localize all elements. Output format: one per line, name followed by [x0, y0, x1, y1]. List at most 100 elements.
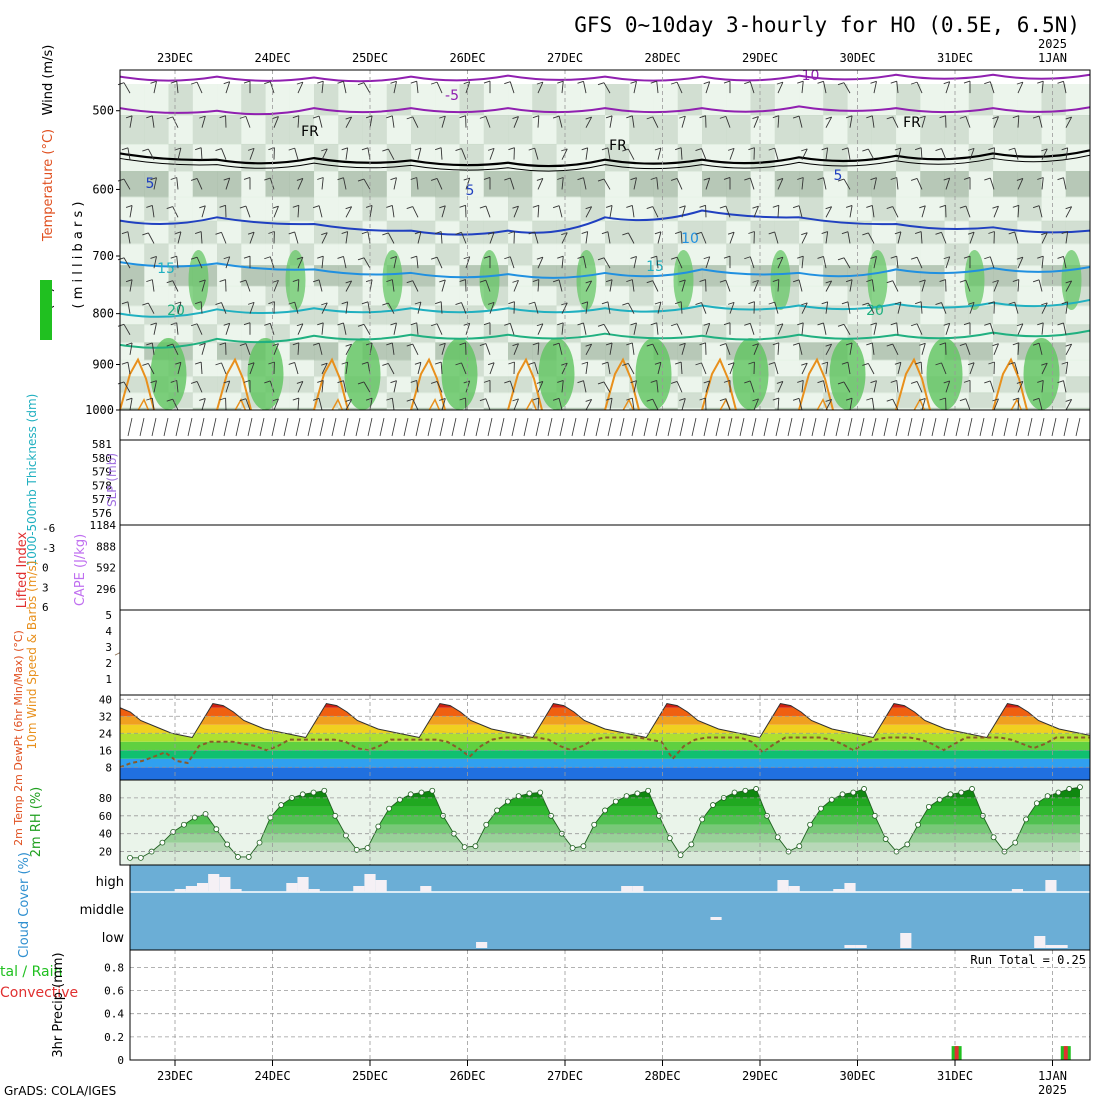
wind-barb — [249, 232, 255, 244]
wind-barb — [705, 177, 711, 190]
wind-barb-flag — [801, 302, 808, 306]
wind-barb — [892, 116, 899, 128]
wind-barb-flag — [821, 147, 828, 151]
wind-barb — [485, 398, 491, 411]
wind-barb-flag — [561, 362, 568, 366]
wind-barb — [897, 362, 902, 375]
wind-barb-flag — [919, 342, 926, 346]
wind-barb-flag — [650, 80, 657, 84]
rh-shade-cell — [871, 196, 897, 222]
rh-shade-cell — [580, 196, 606, 222]
surface-wind-barb — [355, 417, 361, 437]
wind-barb — [172, 399, 179, 411]
surface-wind-barb — [739, 417, 745, 437]
rh-shade-cell — [241, 171, 266, 198]
rh-shade-cell — [944, 171, 969, 198]
rh-shade-cell — [1065, 392, 1091, 409]
rh-shade-cell — [896, 265, 921, 287]
rh-shade-cell — [702, 392, 727, 409]
wind-barb — [387, 302, 395, 314]
rh-shade-cell — [338, 285, 363, 307]
cloud-bar-high — [375, 880, 387, 892]
boundary-layer-isotherm — [701, 357, 737, 411]
wind-barb-flag — [675, 147, 682, 151]
wind-barb — [676, 381, 683, 393]
lifted-index-label: Lifted Index — [15, 531, 30, 608]
precip-bg — [130, 950, 1090, 1060]
wind-barb-flag — [1057, 177, 1064, 181]
rh-shade-cell — [968, 115, 994, 145]
wind-barb-flag — [321, 148, 328, 152]
rh-shade-cell — [217, 115, 242, 145]
wind-barb — [941, 148, 947, 160]
wind-barb — [873, 81, 877, 94]
wind-barb-flag — [219, 342, 226, 346]
wind-barb — [896, 256, 899, 269]
wind-barb-flag — [508, 147, 515, 151]
wind-barb — [631, 279, 635, 292]
wind-barb — [801, 363, 808, 375]
wind-barb-flag — [992, 343, 999, 347]
wind-barb — [513, 280, 519, 292]
cape-tick-label: 888 — [96, 540, 116, 553]
wind-barb — [609, 398, 613, 411]
rh-shade-cell — [580, 115, 606, 145]
wind-barb — [1038, 398, 1043, 411]
rh-marker — [569, 845, 576, 851]
rh-shade-cell — [532, 305, 557, 326]
wind-barb-flag — [646, 116, 653, 120]
wind-barb — [558, 205, 563, 218]
surface-wind-barb — [847, 417, 853, 437]
wind-barb-flag — [935, 302, 942, 305]
rh-shade-cell — [1041, 243, 1066, 267]
rh-marker — [677, 852, 684, 859]
rh-shade-cell — [896, 376, 921, 394]
rh-shade-cell — [120, 115, 145, 145]
wind-barb — [1038, 205, 1043, 218]
wind-barb-flag — [317, 322, 324, 326]
surface-wind-barb — [895, 417, 901, 437]
rh-shade-cell — [435, 243, 460, 267]
isotherm--5 — [119, 105, 1091, 116]
wind-barb — [867, 363, 875, 375]
wind-barb-flag — [654, 231, 662, 235]
wind-barb-flag — [601, 147, 609, 151]
wind-barb — [729, 302, 735, 314]
wind-barb-flag — [361, 231, 369, 235]
wind-barb — [318, 398, 323, 411]
wind-barb-flag — [841, 361, 849, 365]
rh-shade-cell — [629, 285, 654, 307]
rh-marker — [245, 854, 252, 860]
wind-barb-flag — [223, 322, 230, 326]
wind-barb — [825, 343, 833, 356]
wind-barb — [945, 323, 951, 335]
rh-shade-cell — [774, 342, 800, 361]
wind-barb-flag — [406, 343, 413, 347]
rh-marker — [310, 789, 317, 796]
wind-barb-flag — [247, 147, 255, 151]
surface-wind-barb — [583, 417, 589, 437]
wind-barb — [440, 147, 443, 160]
rh-shade-cell — [1017, 171, 1042, 198]
wind-barb — [537, 323, 544, 335]
rh-shade-cell — [1041, 285, 1066, 307]
wind-barb — [412, 343, 419, 356]
temperature-label: Temperature (°C) — [41, 129, 56, 242]
rh-shade-cell — [871, 324, 897, 344]
cloud-bar-high — [230, 889, 242, 892]
temp-band — [120, 767, 1090, 780]
rh-shade-cell — [896, 305, 921, 326]
wind-barb — [631, 205, 635, 218]
wind-barb — [777, 323, 784, 335]
wind-barb — [652, 116, 659, 128]
wind-barb — [916, 81, 923, 94]
wind-barb-flag — [1037, 177, 1044, 180]
rh-shade-cell — [459, 305, 484, 326]
wind-barb-flag — [121, 147, 129, 151]
rh-marker — [202, 811, 209, 817]
wind-barb-flag — [430, 380, 438, 384]
wind-barb-flag — [117, 82, 125, 86]
wind-barb-flag — [825, 206, 832, 210]
wind-barb — [705, 81, 711, 94]
rh-shade-cell — [168, 84, 193, 117]
